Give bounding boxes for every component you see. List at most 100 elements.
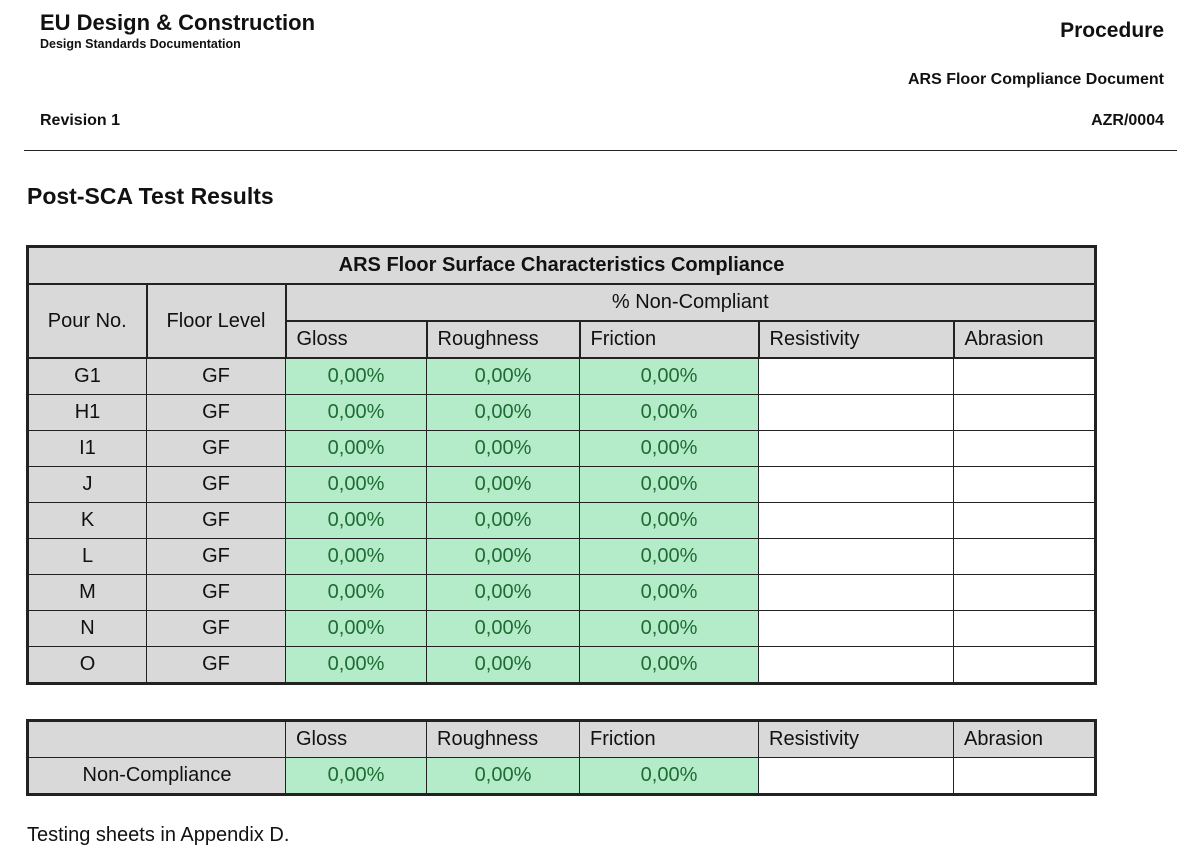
resistivity-value <box>758 646 954 684</box>
col-header-pour: Pour No. <box>26 283 148 359</box>
friction-value: 0,00% <box>579 430 759 467</box>
roughness-value: 0,00% <box>426 394 580 431</box>
roughness-value: 0,00% <box>426 466 580 503</box>
table-row: G1 GF 0,00% 0,00% 0,00% <box>27 357 1097 395</box>
abrasion-value <box>952 610 1097 647</box>
floor-level: GF <box>146 538 286 575</box>
summary-corner <box>27 720 286 758</box>
table-row: H1 GF 0,00% 0,00% 0,00% <box>27 394 1097 431</box>
doc-title: ARS Floor Compliance Document <box>907 71 1164 88</box>
roughness-value: 0,00% <box>426 502 580 539</box>
metric-header-abrasion: Abrasion <box>952 320 1097 359</box>
resistivity-value <box>758 502 954 539</box>
summary-roughness-value: 0,00% <box>426 757 580 795</box>
abrasion-value <box>952 466 1097 503</box>
abrasion-value <box>952 430 1097 467</box>
gloss-value: 0,00% <box>285 574 427 611</box>
floor-level: GF <box>146 394 286 431</box>
summary-row-label: Non-Compliance <box>27 757 286 795</box>
summary-header-friction: Friction <box>579 720 759 758</box>
gloss-value: 0,00% <box>285 610 427 647</box>
group-header-noncompliant: % Non-Compliant <box>284 283 1097 322</box>
roughness-value: 0,00% <box>426 538 580 575</box>
resistivity-value <box>758 538 954 575</box>
pour-number: K <box>27 502 147 539</box>
pour-number: N <box>27 610 147 647</box>
roughness-value: 0,00% <box>426 610 580 647</box>
pour-number: O <box>27 646 147 684</box>
pour-number: G1 <box>27 357 147 395</box>
abrasion-value <box>952 538 1097 575</box>
gloss-value: 0,00% <box>285 466 427 503</box>
resistivity-value <box>758 466 954 503</box>
summary-resistivity-value <box>758 757 954 795</box>
friction-value: 0,00% <box>579 538 759 575</box>
company-subtitle: Design Standards Documentation <box>40 37 241 51</box>
gloss-value: 0,00% <box>285 538 427 575</box>
table-row: M GF 0,00% 0,00% 0,00% <box>27 574 1097 611</box>
pour-number: H1 <box>27 394 147 431</box>
summary-gloss-value: 0,00% <box>285 757 427 795</box>
doc-code: AZR/0004 <box>1091 112 1164 129</box>
gloss-value: 0,00% <box>285 646 427 684</box>
doc-type: Procedure <box>1060 19 1164 42</box>
revision-label: Revision 1 <box>40 112 121 129</box>
friction-value: 0,00% <box>579 357 759 395</box>
gloss-value: 0,00% <box>285 394 427 431</box>
floor-level: GF <box>146 357 286 395</box>
pour-number: I1 <box>27 430 147 467</box>
floor-level: GF <box>146 466 286 503</box>
pour-number: M <box>27 574 147 611</box>
header-divider <box>24 150 1177 151</box>
summary-header-gloss: Gloss <box>285 720 427 758</box>
pour-number: J <box>27 466 147 503</box>
pour-number: L <box>27 538 147 575</box>
friction-value: 0,00% <box>579 646 759 684</box>
section-title: Post-SCA Test Results <box>27 183 274 209</box>
resistivity-value <box>758 357 954 395</box>
gloss-value: 0,00% <box>285 357 427 395</box>
resistivity-value <box>758 430 954 467</box>
floor-level: GF <box>146 574 286 611</box>
friction-value: 0,00% <box>579 502 759 539</box>
summary-abrasion-value <box>953 757 1096 795</box>
roughness-value: 0,00% <box>426 574 580 611</box>
metric-header-gloss: Gloss <box>284 320 428 359</box>
floor-level: GF <box>146 430 286 467</box>
friction-value: 0,00% <box>579 394 759 431</box>
floor-level: GF <box>146 646 286 684</box>
roughness-value: 0,00% <box>426 646 580 684</box>
table-title: ARS Floor Surface Characteristics Compli… <box>26 246 1097 285</box>
summary-friction-value: 0,00% <box>579 757 759 795</box>
company-name: EU Design & Construction <box>40 10 316 35</box>
resistivity-value <box>758 610 954 647</box>
abrasion-value <box>952 646 1097 684</box>
abrasion-value <box>952 502 1097 539</box>
compliance-table: ARS Floor Surface Characteristics Compli… <box>26 245 1098 685</box>
summary-table: Gloss Roughness Friction Resistivity Abrasio… <box>26 719 1097 796</box>
gloss-value: 0,00% <box>285 502 427 539</box>
abrasion-value <box>952 357 1097 395</box>
summary-header-resistivity: Resistivity <box>758 720 954 758</box>
table-row: N GF 0,00% 0,00% 0,00% <box>27 610 1097 647</box>
floor-level: GF <box>146 610 286 647</box>
gloss-value: 0,00% <box>285 430 427 467</box>
floor-level: GF <box>146 502 286 539</box>
roughness-value: 0,00% <box>426 430 580 467</box>
abrasion-value <box>952 394 1097 431</box>
metric-header-resistivity: Resistivity <box>757 320 955 359</box>
resistivity-value <box>758 394 954 431</box>
footer-note: Testing sheets in Appendix D. <box>27 824 290 846</box>
table-row: L GF 0,00% 0,00% 0,00% <box>27 538 1097 575</box>
table-row: J GF 0,00% 0,00% 0,00% <box>27 466 1097 503</box>
metric-header-roughness: Roughness <box>425 320 581 359</box>
summary-header-abrasion: Abrasion <box>953 720 1096 758</box>
friction-value: 0,00% <box>579 574 759 611</box>
friction-value: 0,00% <box>579 466 759 503</box>
resistivity-value <box>758 574 954 611</box>
summary-header-roughness: Roughness <box>426 720 580 758</box>
col-header-floor: Floor Level <box>145 283 287 359</box>
abrasion-value <box>952 574 1097 611</box>
table-row: O GF 0,00% 0,00% 0,00% <box>27 646 1097 684</box>
friction-value: 0,00% <box>579 610 759 647</box>
